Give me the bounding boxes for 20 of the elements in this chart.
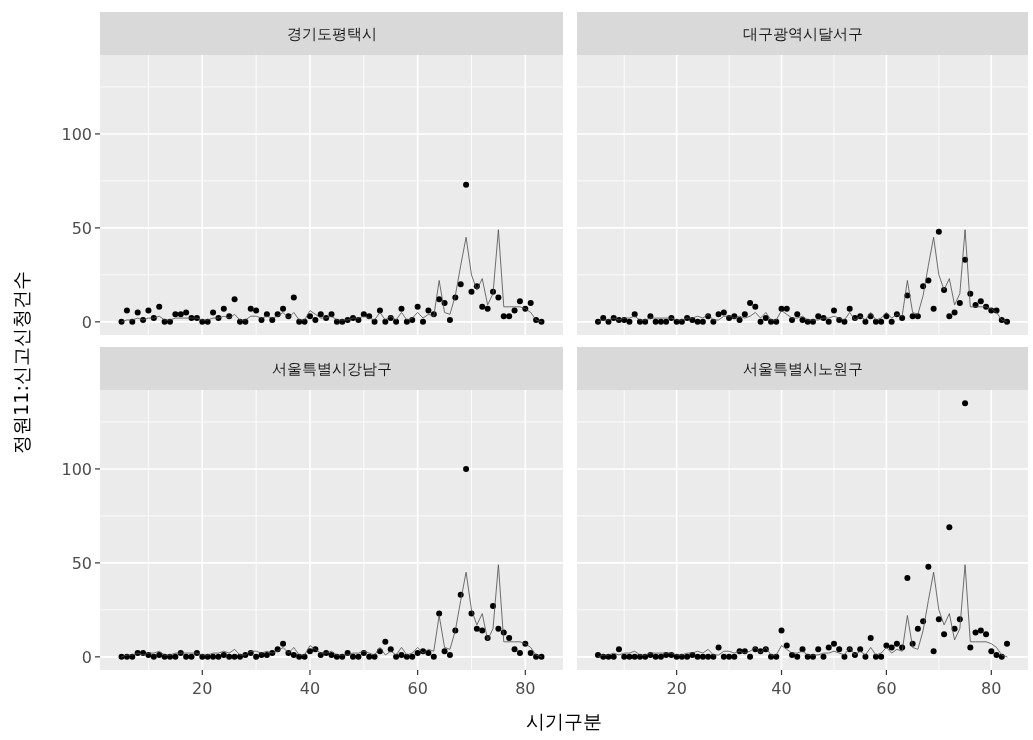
chart-title: 서울특별시노원구 bbox=[742, 360, 863, 378]
y-tick-label: 0 bbox=[81, 312, 92, 332]
y-tick-label: 100 bbox=[61, 459, 92, 479]
x-tick-label: 40 bbox=[771, 679, 792, 698]
x-tick-label: 60 bbox=[876, 679, 897, 698]
x-tick-label: 60 bbox=[407, 679, 428, 698]
chart-title: 서울특별시강남구 bbox=[271, 360, 392, 378]
y-tick-label: 50 bbox=[71, 218, 92, 238]
y-tick-label: 100 bbox=[61, 124, 92, 144]
x-tick-label: 80 bbox=[515, 679, 536, 698]
y-tick-label: 50 bbox=[71, 553, 92, 573]
x-tick-label: 20 bbox=[192, 679, 213, 698]
y-axis-title: 정원11:신고신청건수 bbox=[10, 271, 32, 454]
x-axis-title: 시기구분 bbox=[526, 710, 602, 732]
chart-title: 경기도평택시 bbox=[286, 25, 377, 43]
x-tick-label: 20 bbox=[666, 679, 687, 698]
y-tick-label: 0 bbox=[81, 647, 92, 667]
x-tick-label: 80 bbox=[981, 679, 1002, 698]
chart-title: 대구광역시달서구 bbox=[742, 25, 863, 43]
x-tick-label: 40 bbox=[299, 679, 321, 698]
